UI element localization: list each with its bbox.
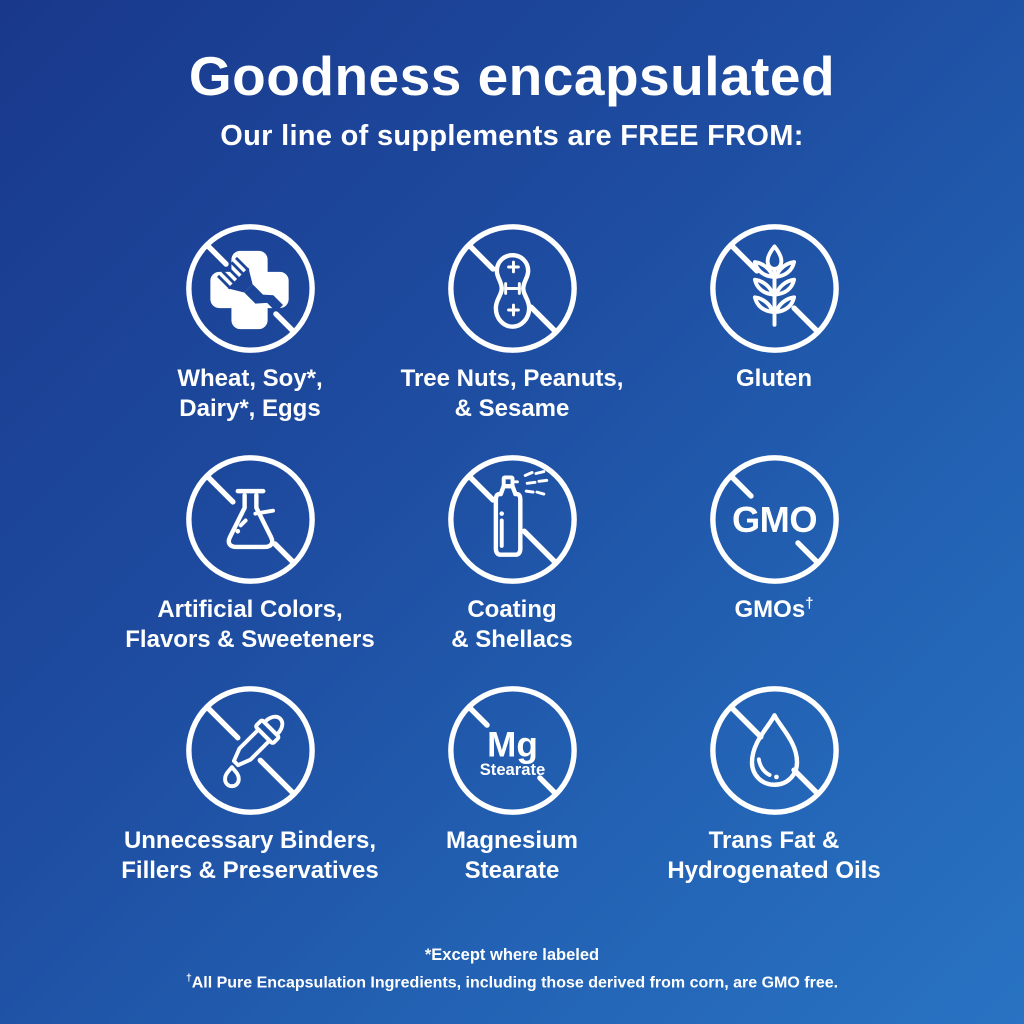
- grid-item-label: Tree Nuts, Peanuts, & Sesame: [400, 365, 624, 423]
- free-from-item-coating: Coating & Shellacs: [352, 451, 672, 682]
- grid-item-label-text: GMOs: [734, 596, 806, 623]
- dagger-superscript: †: [805, 596, 814, 612]
- no-gmo-icon: GMO: [709, 455, 839, 584]
- footnote-gmo-free: †All Pure Encapsulation Ingredients, inc…: [0, 973, 1024, 992]
- grid-item-label: Unnecessary Binders, Fillers & Preservat…: [121, 827, 379, 885]
- no-artificial-colors-icon: [185, 455, 315, 584]
- dagger-superscript: †: [185, 973, 192, 984]
- grid-item-label: Wheat, Soy*, Dairy*, Eggs: [177, 365, 323, 423]
- stearate-icon-text: Stearate: [479, 760, 545, 779]
- gmo-icon-text: GMO: [732, 499, 817, 540]
- grid-item-label: Coating & Shellacs: [451, 596, 573, 654]
- no-nuts-icon: [447, 224, 577, 353]
- free-from-item-magnesium-stearate: Mg Stearate Magnesium Stearate: [352, 682, 672, 913]
- page-title: Goodness encapsulated: [188, 45, 836, 107]
- mg-icon-text: Mg: [487, 725, 538, 764]
- grid-item-label: Gluten: [736, 365, 812, 392]
- grid-item-label: Trans Fat & Hydrogenated Oils: [667, 827, 881, 885]
- no-allergens-icon: [185, 224, 315, 353]
- footnotes: *Except where labeled †All Pure Encapsul…: [0, 946, 1024, 992]
- no-binders-icon: [185, 686, 315, 815]
- free-from-item-gmos: GMO GMOs†: [614, 451, 934, 682]
- free-from-item-artificial: Artificial Colors, Flavors & Sweeteners: [90, 451, 410, 682]
- free-from-grid: Wheat, Soy*, Dairy*, Eggs Tree Nuts, Pea…: [119, 220, 905, 913]
- no-coating-icon: [447, 455, 577, 584]
- free-from-item-nuts: Tree Nuts, Peanuts, & Sesame: [352, 220, 672, 451]
- free-from-item-trans-fat: Trans Fat & Hydrogenated Oils: [614, 682, 934, 913]
- free-from-item-binders: Unnecessary Binders, Fillers & Preservat…: [90, 682, 410, 913]
- no-trans-fat-icon: [709, 686, 839, 815]
- no-magnesium-stearate-icon: Mg Stearate: [447, 686, 577, 815]
- free-from-item-gluten: Gluten: [614, 220, 934, 451]
- footnote-gmo-free-text: All Pure Encapsulation Ingredients, incl…: [191, 974, 839, 992]
- page-subtitle: Our line of supplements are FREE FROM:: [220, 120, 804, 152]
- grid-item-label: Magnesium Stearate: [445, 827, 579, 885]
- grid-item-label: GMOs†: [614, 595, 934, 625]
- grid-item-label: Artificial Colors, Flavors & Sweeteners: [125, 596, 375, 654]
- no-gluten-icon: [709, 224, 839, 353]
- footnote-except-where-labeled: *Except where labeled: [424, 946, 600, 964]
- free-from-item-allergens: Wheat, Soy*, Dairy*, Eggs: [90, 220, 410, 451]
